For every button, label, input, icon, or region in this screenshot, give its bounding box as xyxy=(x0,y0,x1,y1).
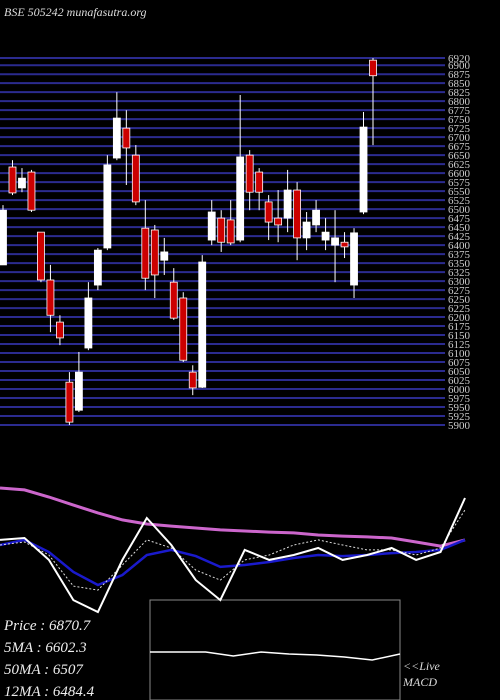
y-tick-label: 6375 xyxy=(448,249,471,261)
candle-body xyxy=(27,171,36,211)
y-tick-label: 6800 xyxy=(448,96,471,108)
candle-body xyxy=(169,281,178,319)
y-tick-label: 6000 xyxy=(448,384,471,396)
candle-body xyxy=(207,211,216,241)
candle-body xyxy=(321,231,330,241)
y-tick-label: 6675 xyxy=(448,141,471,153)
candle-body xyxy=(0,209,7,266)
candle-body xyxy=(255,171,264,193)
y-tick-label: 6575 xyxy=(448,177,471,189)
y-tick-label: 6475 xyxy=(448,213,471,225)
candle-body xyxy=(150,229,159,276)
y-tick-label: 5975 xyxy=(448,393,471,405)
y-tick-label: 6325 xyxy=(448,267,471,279)
y-tick-label: 6725 xyxy=(448,123,471,135)
macd-label: <<Live xyxy=(403,659,441,673)
y-tick-label: 6075 xyxy=(448,357,471,369)
y-tick-label: 6550 xyxy=(448,186,471,198)
y-tick-label: 6150 xyxy=(448,330,471,342)
candle-body xyxy=(46,279,55,316)
y-tick-label: 6825 xyxy=(448,87,471,99)
stat: 12MA : 6484.4 xyxy=(4,684,95,700)
stat: 50MA : 6507 xyxy=(4,662,84,678)
y-tick-label: 6225 xyxy=(448,303,471,315)
y-tick-label: 6450 xyxy=(448,222,471,234)
candle-body xyxy=(74,371,83,411)
candle-body xyxy=(8,166,17,194)
candle-body xyxy=(359,126,368,213)
candle-body xyxy=(18,177,26,189)
y-tick-label: 6200 xyxy=(448,312,471,324)
candle-body xyxy=(141,227,150,279)
y-tick-label: 5925 xyxy=(448,411,471,423)
candle-body xyxy=(340,241,349,248)
y-tick-label: 6875 xyxy=(448,69,471,81)
y-tick-label: 6525 xyxy=(448,195,471,207)
candle-body xyxy=(226,219,235,244)
candle-body xyxy=(245,154,254,193)
candle-body xyxy=(37,231,45,281)
stat: Price : 6870.7 xyxy=(3,618,92,634)
candle-body xyxy=(217,217,226,243)
candle-body xyxy=(283,189,292,219)
y-tick-label: 6425 xyxy=(448,231,471,243)
candle-body xyxy=(369,59,377,77)
y-tick-label: 6900 xyxy=(448,60,471,72)
candle-body xyxy=(312,209,320,226)
y-tick-label: 6400 xyxy=(448,240,471,252)
y-tick-label: 6350 xyxy=(448,258,471,270)
stat: 5MA : 6602.3 xyxy=(4,640,87,656)
candle-body xyxy=(198,261,207,388)
candle-body xyxy=(131,154,140,203)
y-tick-label: 5950 xyxy=(448,402,471,414)
y-tick-label: 6050 xyxy=(448,366,471,378)
macd-box xyxy=(149,599,401,700)
candle-body xyxy=(93,249,102,286)
y-tick-label: 6750 xyxy=(448,114,471,126)
candle-body xyxy=(264,201,273,223)
indicator-line xyxy=(0,497,466,614)
chart-title: BSE 505242 munafasutra.org xyxy=(4,5,147,19)
indicator-line xyxy=(0,486,466,548)
candle-body xyxy=(331,237,339,246)
candle-body xyxy=(65,381,74,423)
macd-label: MACD xyxy=(402,675,437,689)
y-tick-label: 5900 xyxy=(448,420,471,432)
y-tick-label: 6700 xyxy=(448,132,471,144)
y-tick-label: 6625 xyxy=(448,159,471,171)
macd-line xyxy=(150,651,401,661)
candle-body xyxy=(84,297,93,349)
candle-body xyxy=(112,117,121,159)
y-tick-label: 6850 xyxy=(448,78,471,90)
y-tick-label: 6650 xyxy=(448,150,471,162)
candle-body xyxy=(350,232,358,286)
candle-body xyxy=(293,189,302,239)
y-tick-label: 6100 xyxy=(448,348,471,360)
y-tick-label: 6025 xyxy=(448,375,471,387)
y-tick-label: 6125 xyxy=(448,339,471,351)
y-tick-label: 6500 xyxy=(448,204,471,216)
candle-body xyxy=(103,164,112,249)
candle-body xyxy=(179,297,188,361)
y-tick-label: 6300 xyxy=(448,276,471,288)
indicator-line xyxy=(0,538,466,587)
candle-body xyxy=(188,371,197,389)
candle-body xyxy=(56,321,64,339)
y-tick-label: 6600 xyxy=(448,168,471,180)
candle-body xyxy=(160,251,169,261)
candle-body xyxy=(274,217,283,226)
y-tick-label: 6250 xyxy=(448,294,471,306)
y-tick-label: 6275 xyxy=(448,285,471,297)
candle-body xyxy=(122,127,131,149)
y-tick-label: 6920 xyxy=(448,53,471,65)
y-tick-label: 6775 xyxy=(448,105,471,117)
candle-body xyxy=(236,156,245,241)
indicator-line xyxy=(0,509,466,591)
y-tick-label: 6175 xyxy=(448,321,471,333)
candle-body xyxy=(302,221,311,239)
